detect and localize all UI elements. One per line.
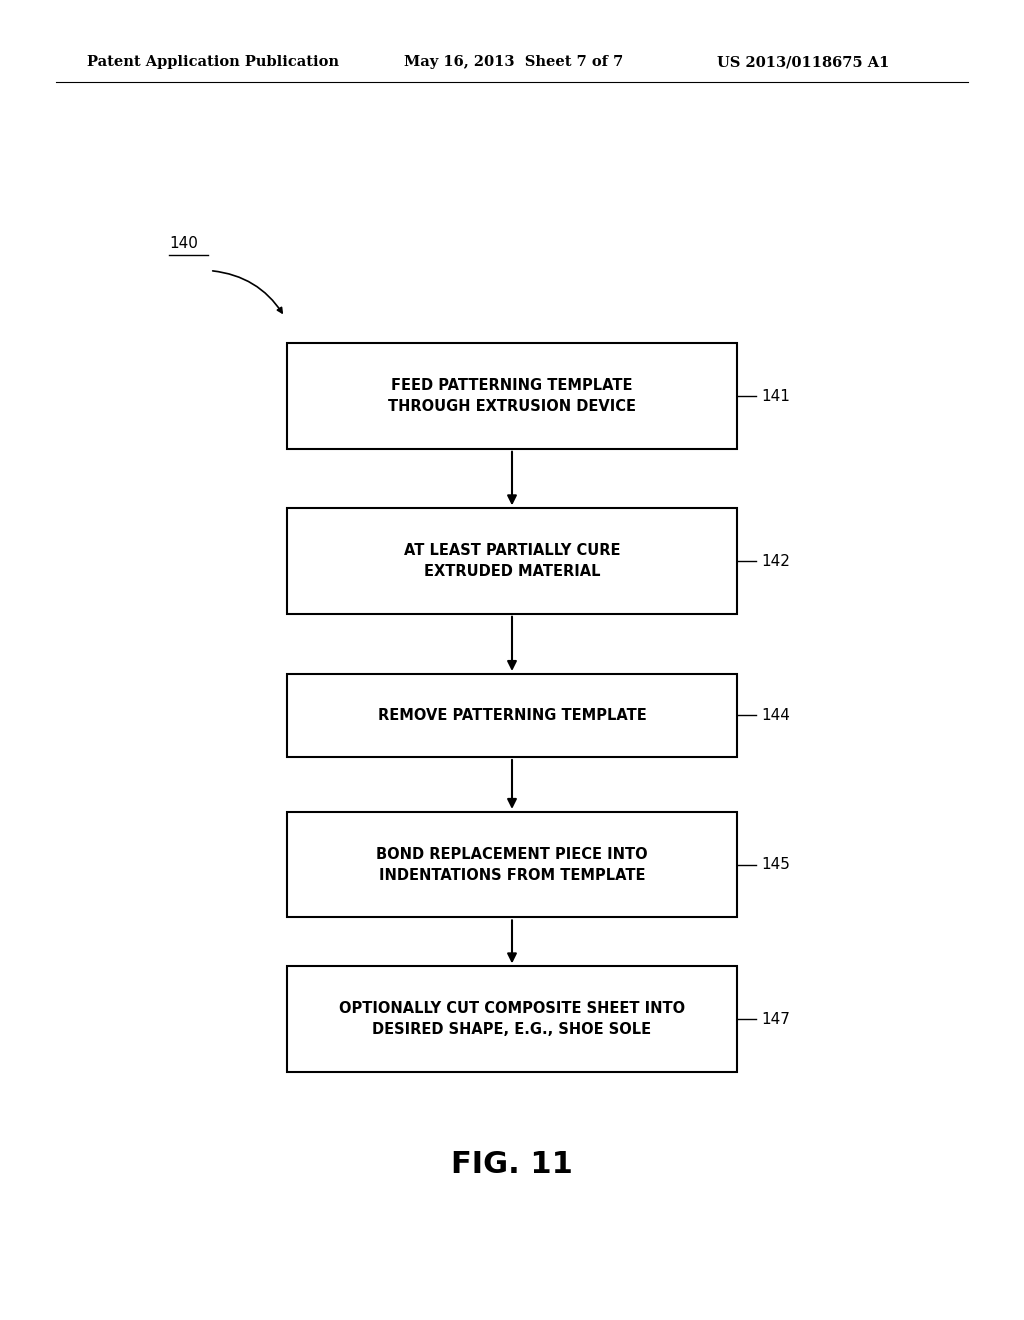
Text: REMOVE PATTERNING TEMPLATE: REMOVE PATTERNING TEMPLATE [378,708,646,723]
Text: 147: 147 [761,1011,790,1027]
FancyBboxPatch shape [287,812,737,917]
Text: FEED PATTERNING TEMPLATE
THROUGH EXTRUSION DEVICE: FEED PATTERNING TEMPLATE THROUGH EXTRUSI… [388,378,636,414]
Text: 144: 144 [761,708,790,723]
Text: FIG. 11: FIG. 11 [451,1150,573,1179]
FancyBboxPatch shape [287,508,737,614]
Text: 141: 141 [761,388,790,404]
Text: US 2013/0118675 A1: US 2013/0118675 A1 [717,55,889,70]
Text: AT LEAST PARTIALLY CURE
EXTRUDED MATERIAL: AT LEAST PARTIALLY CURE EXTRUDED MATERIA… [403,543,621,579]
FancyBboxPatch shape [287,966,737,1072]
Text: May 16, 2013  Sheet 7 of 7: May 16, 2013 Sheet 7 of 7 [404,55,624,70]
Text: 145: 145 [761,857,790,873]
Text: 140: 140 [169,236,198,251]
Text: 142: 142 [761,553,790,569]
Text: OPTIONALLY CUT COMPOSITE SHEET INTO
DESIRED SHAPE, E.G., SHOE SOLE: OPTIONALLY CUT COMPOSITE SHEET INTO DESI… [339,1001,685,1038]
Text: BOND REPLACEMENT PIECE INTO
INDENTATIONS FROM TEMPLATE: BOND REPLACEMENT PIECE INTO INDENTATIONS… [376,846,648,883]
Text: Patent Application Publication: Patent Application Publication [87,55,339,70]
FancyBboxPatch shape [287,343,737,449]
FancyBboxPatch shape [287,673,737,758]
